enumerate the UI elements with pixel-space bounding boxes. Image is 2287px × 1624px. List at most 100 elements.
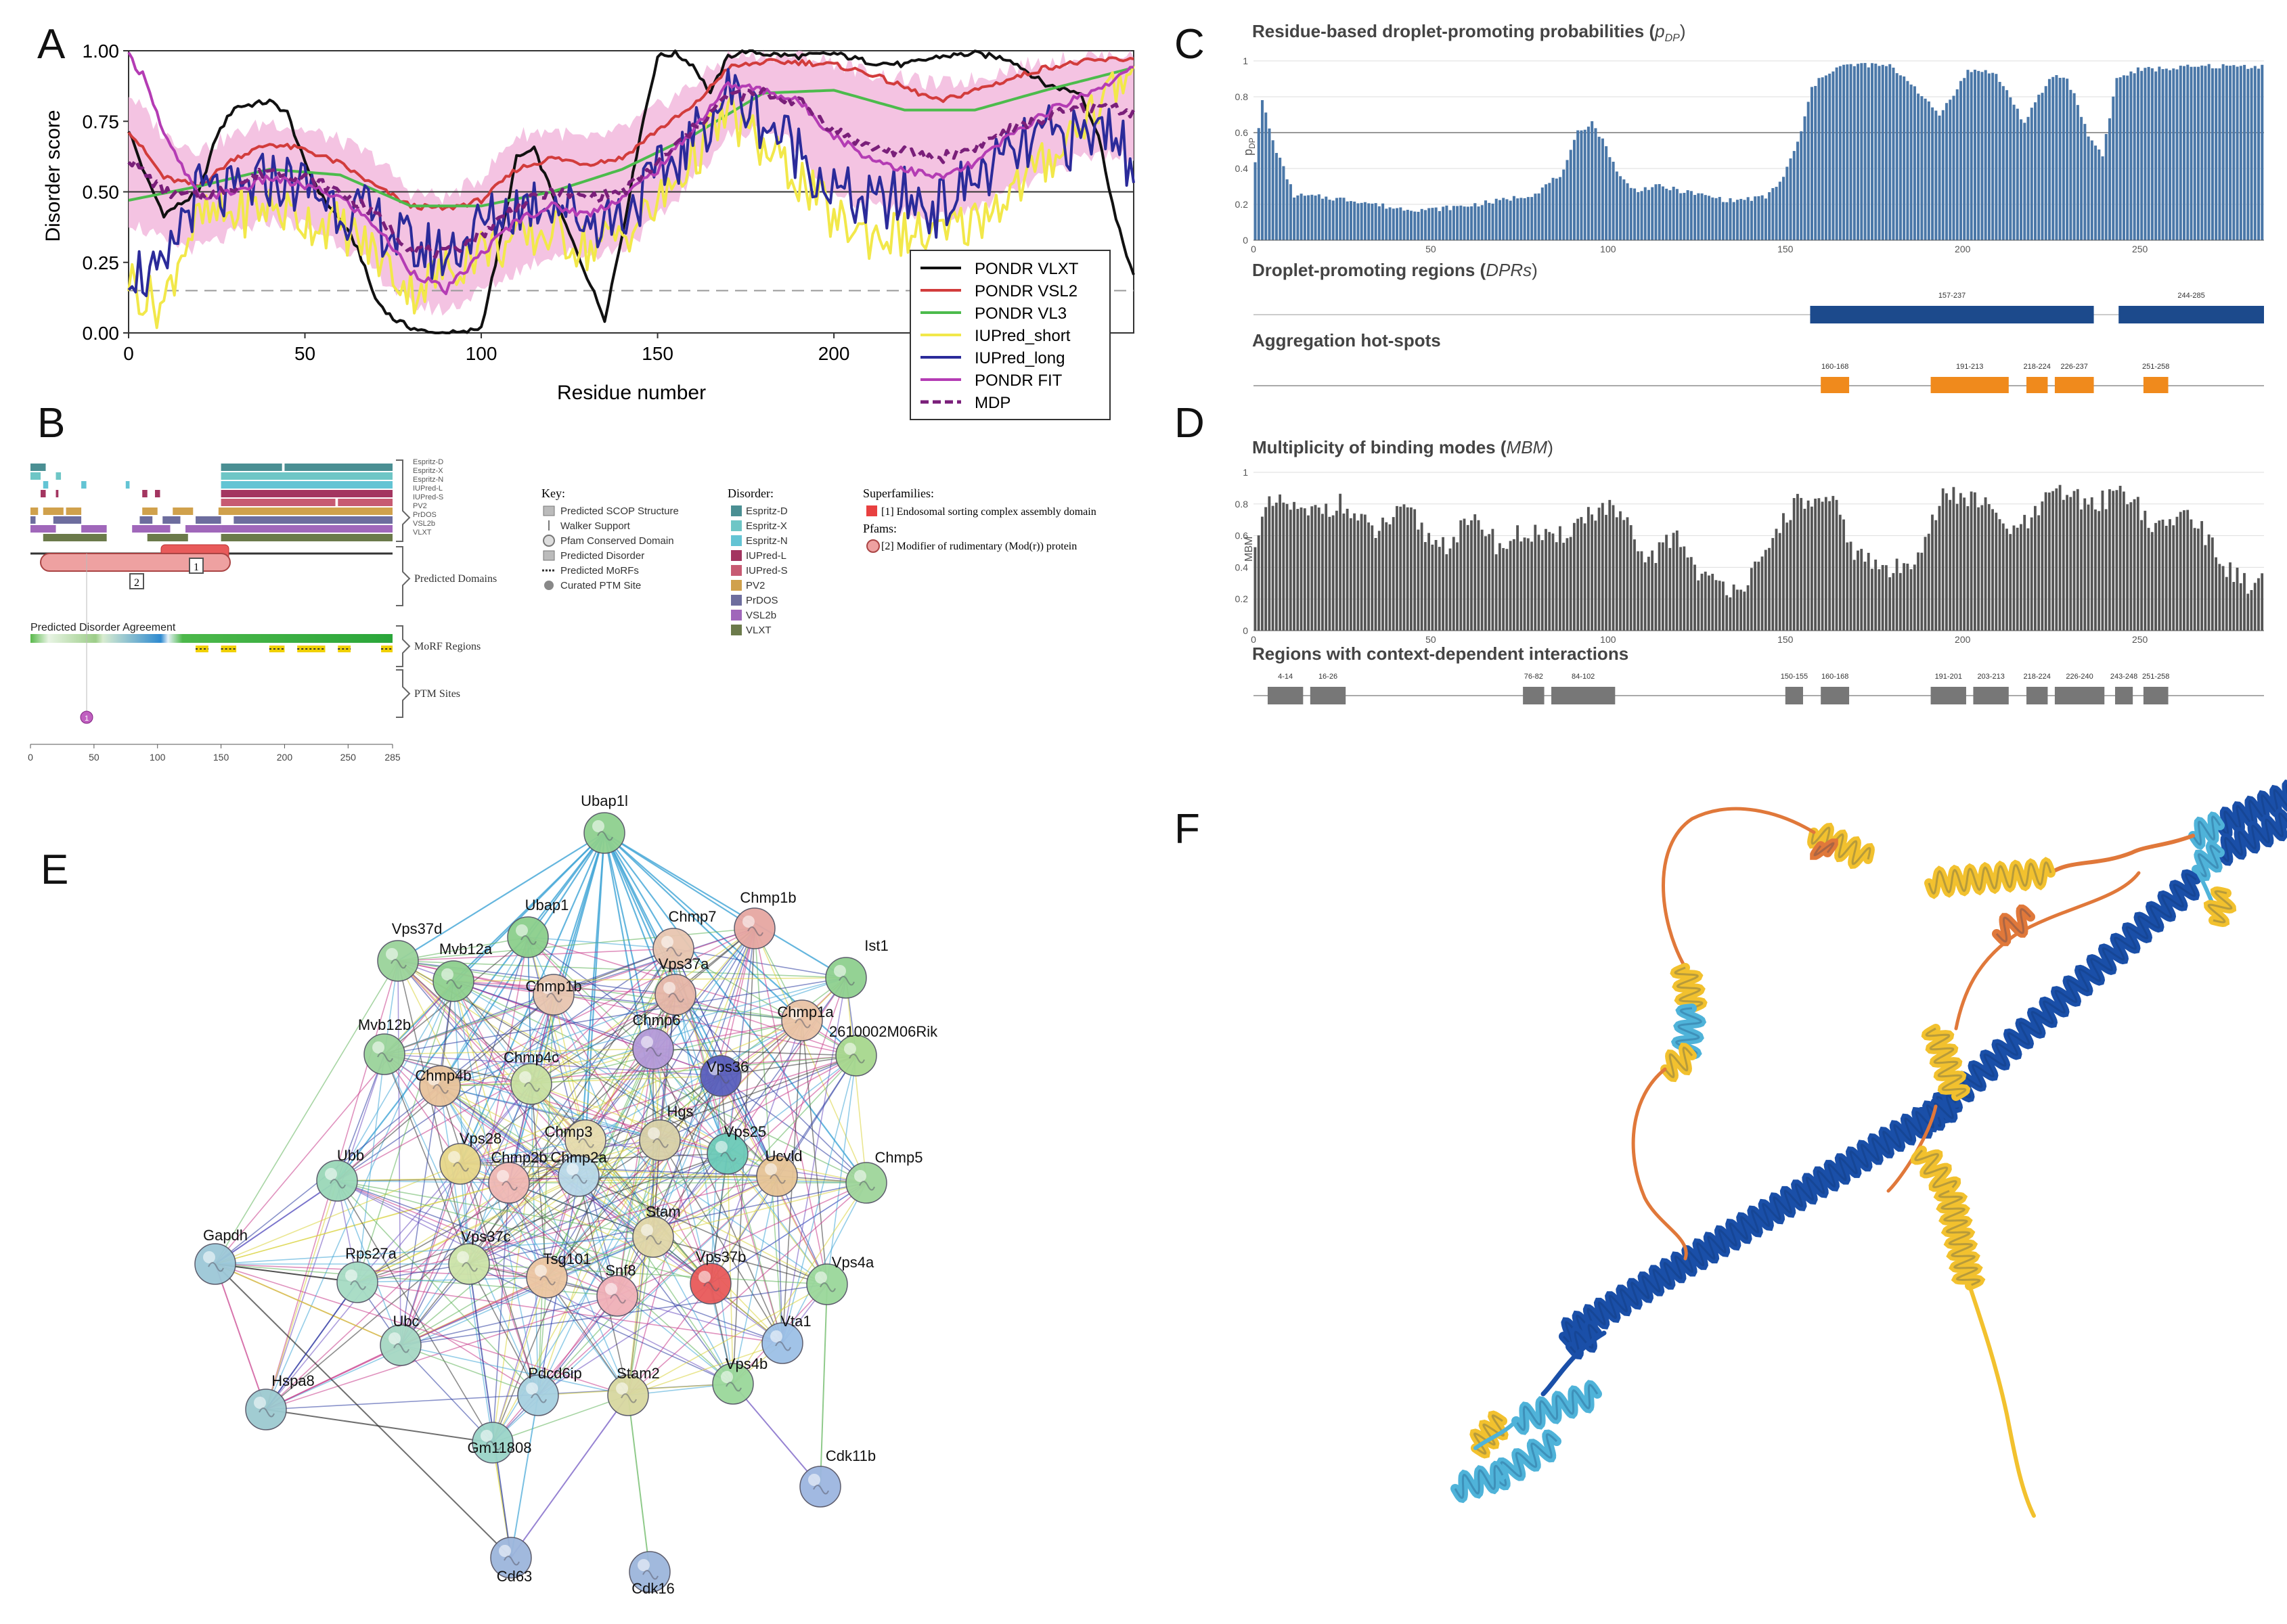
helix-edge bbox=[1995, 908, 2032, 943]
c-x-tick-label: 50 bbox=[1425, 244, 1436, 254]
pdp-bar bbox=[1857, 64, 1860, 241]
pdp-bar bbox=[2140, 70, 2144, 240]
pdp-bar bbox=[1409, 210, 1413, 240]
mbm-bar bbox=[1325, 503, 1328, 631]
pdp-bar bbox=[1477, 206, 1480, 240]
node-label: Ubap1 bbox=[525, 897, 569, 914]
y-tick-label: 0.50 bbox=[83, 182, 120, 203]
pdp-bar bbox=[2101, 156, 2104, 240]
network-edge bbox=[215, 1263, 629, 1396]
d-x-tick-label: 0 bbox=[1251, 634, 1256, 645]
network-edge bbox=[782, 1055, 857, 1344]
pdp-bar bbox=[1987, 73, 1991, 240]
pdp-bar bbox=[1608, 157, 1612, 240]
c-x-tick-label: 100 bbox=[1600, 244, 1616, 254]
node-highlight bbox=[638, 1559, 650, 1571]
mbm-bar bbox=[1800, 497, 1803, 631]
pdp-bar bbox=[2169, 70, 2172, 241]
pdp-bar bbox=[1998, 82, 2001, 240]
mbm-bar bbox=[1852, 560, 1856, 631]
mbm-bar bbox=[2136, 497, 2139, 631]
network-edge bbox=[603, 832, 677, 995]
mbm-bar bbox=[1768, 547, 1771, 631]
series-pondr-vl3 bbox=[128, 66, 1134, 208]
mbm-bar bbox=[1643, 562, 1647, 631]
mbm-bar bbox=[1509, 541, 1512, 631]
mbm-bar bbox=[1760, 556, 1764, 631]
b-x-tick-label: 150 bbox=[213, 752, 229, 763]
mbm-bar bbox=[2229, 562, 2232, 631]
mbm-bar bbox=[1806, 500, 1810, 631]
mbm-bar bbox=[2133, 499, 2136, 631]
legend-label: IUPred_long bbox=[975, 349, 1065, 367]
network-node: Mvb12b bbox=[358, 1016, 411, 1075]
pdp-bar bbox=[1743, 200, 1746, 240]
pdp-bar bbox=[1289, 184, 1292, 240]
node-structure-glyph bbox=[597, 831, 613, 841]
network-edge bbox=[468, 1140, 661, 1265]
network-edge bbox=[357, 980, 454, 1283]
pdp-bar bbox=[2186, 64, 2190, 241]
disorder-legend-item: VSL2b bbox=[746, 610, 776, 621]
network-edge bbox=[510, 1395, 629, 1558]
helix-ribbon bbox=[1910, 1146, 1961, 1196]
mbm-bar bbox=[1693, 564, 1696, 631]
mbm-bar bbox=[2047, 492, 2051, 631]
mbm-bar bbox=[1622, 520, 1626, 631]
pdp-bar bbox=[2030, 108, 2033, 240]
mbm-bar bbox=[1353, 513, 1356, 631]
network-edge bbox=[453, 980, 867, 1183]
mbm-bar bbox=[2186, 510, 2190, 631]
network-edge bbox=[673, 948, 828, 1285]
mbm-bar bbox=[2140, 520, 2143, 631]
pdp-bar bbox=[1321, 198, 1325, 240]
dpr-label: 157-237 bbox=[1938, 292, 1966, 300]
mbm-bar bbox=[2023, 514, 2026, 631]
pdp-bar bbox=[2200, 65, 2204, 240]
pdp-bar bbox=[1423, 210, 1427, 240]
mbm-bar bbox=[1271, 505, 1274, 631]
mbm-bar bbox=[2062, 499, 2065, 631]
node-structure-glyph bbox=[610, 1294, 626, 1304]
pdp-bar bbox=[1708, 196, 1711, 240]
network-edge bbox=[617, 1182, 867, 1296]
pdp-bar bbox=[2221, 64, 2225, 240]
helix-edge bbox=[1515, 1384, 1599, 1431]
disorder-legend-swatch bbox=[731, 535, 742, 546]
mbm-bar bbox=[2161, 519, 2164, 631]
node-structure-glyph bbox=[524, 1082, 540, 1092]
ctx-region bbox=[1267, 687, 1304, 704]
y-axis-label: Disorder score bbox=[42, 110, 64, 242]
helix bbox=[2192, 840, 2225, 882]
pdp-bar bbox=[1806, 102, 1810, 240]
network-edge bbox=[845, 977, 867, 1183]
mbm-bar bbox=[2221, 566, 2225, 631]
network-edge bbox=[215, 994, 554, 1265]
mbm-bar bbox=[1434, 540, 1438, 631]
network-node: Snf8 bbox=[596, 1262, 638, 1317]
network-edge bbox=[652, 1236, 828, 1285]
helix bbox=[1660, 1042, 1697, 1083]
pdp-bar bbox=[2211, 68, 2214, 240]
pdp-bar bbox=[1619, 176, 1622, 240]
helix bbox=[1511, 1380, 1602, 1435]
helix bbox=[1910, 1146, 1961, 1196]
node-structure-glyph bbox=[720, 1152, 736, 1162]
helix-ribbon bbox=[2188, 811, 2225, 850]
pdp-bar bbox=[2051, 76, 2055, 241]
network-edge bbox=[397, 928, 755, 962]
pdp-bar bbox=[1849, 64, 1852, 241]
mbm-bar bbox=[2026, 528, 2030, 631]
node-structure-glyph bbox=[813, 1485, 829, 1495]
mbm-bar bbox=[1594, 520, 1597, 631]
ctx-region bbox=[1930, 687, 1966, 704]
network-edge bbox=[460, 1140, 661, 1165]
network-edge bbox=[578, 1175, 734, 1384]
mbm-bar bbox=[1591, 514, 1594, 631]
network-edge bbox=[468, 1020, 803, 1265]
mbm-bar bbox=[1381, 517, 1384, 631]
pdp-bar bbox=[2041, 93, 2044, 240]
d-x-tick-label: 150 bbox=[1777, 634, 1794, 645]
node-label: Vps25 bbox=[724, 1123, 766, 1140]
node-structure-glyph bbox=[446, 979, 462, 989]
